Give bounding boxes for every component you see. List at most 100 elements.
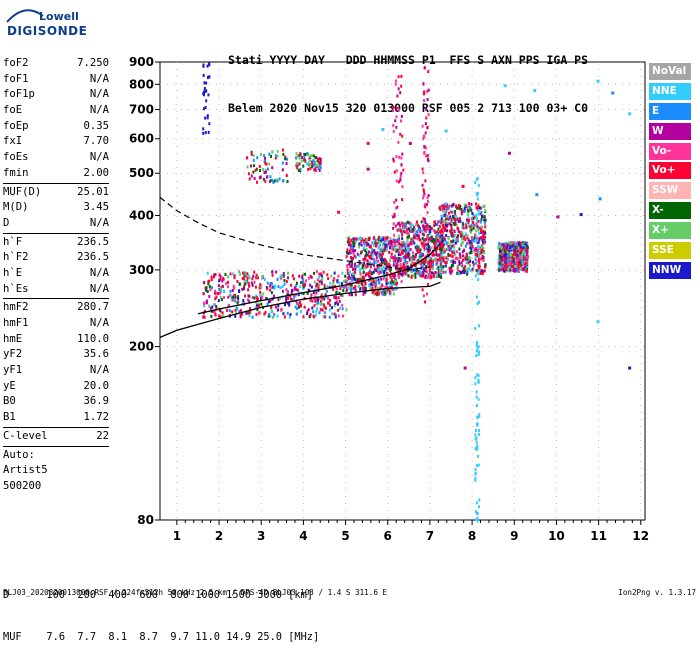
- echo-mark: [259, 293, 262, 297]
- echo-mark: [436, 223, 439, 227]
- echo-mark: [444, 217, 447, 221]
- echo-mark: [346, 276, 349, 280]
- echo-mark: [398, 247, 401, 251]
- echo-mark: [269, 288, 272, 292]
- echo-mark: [313, 161, 316, 165]
- echo-mark: [375, 256, 378, 260]
- echo-mark: [394, 119, 397, 123]
- echo-mark: [370, 257, 373, 261]
- legend-entry-x-: X-: [649, 202, 691, 220]
- echo-mark: [205, 99, 208, 103]
- echo-mark: [210, 278, 213, 282]
- echo-mark: [213, 275, 216, 279]
- echo-mark: [483, 204, 486, 208]
- echo-mark: [318, 157, 321, 161]
- echo-mark: [456, 234, 459, 238]
- echo-mark: [514, 248, 517, 252]
- echo-mark: [369, 276, 372, 280]
- echo-mark: [308, 315, 311, 319]
- echo-mark: [362, 271, 365, 275]
- echo-mark: [526, 264, 529, 268]
- echo-mark: [499, 252, 502, 256]
- echo-mark: [479, 206, 482, 210]
- echo-mark: [503, 265, 506, 269]
- echo-mark: [481, 272, 484, 276]
- param-name: C-level: [3, 429, 48, 442]
- echo-mark: [503, 249, 506, 253]
- echo-mark: [462, 267, 465, 271]
- echo-mark: [273, 284, 276, 288]
- echo-mark: [403, 265, 406, 269]
- echo-mark: [393, 275, 396, 279]
- echo-mark: [433, 220, 436, 224]
- echo-mark: [431, 253, 434, 257]
- echo-mark: [517, 268, 520, 272]
- param-row: MUF(D) 25.01: [3, 185, 109, 201]
- param-value: 36.9: [83, 395, 109, 408]
- echo-mark: [263, 278, 266, 282]
- echo-mark: [438, 253, 441, 257]
- version-footer: Ion2Png v. 1.3.17: [618, 588, 696, 597]
- echo-mark: [276, 154, 279, 158]
- echo-mark: [442, 259, 445, 263]
- echo-mark: [248, 311, 251, 315]
- echo-mark: [456, 206, 459, 210]
- echo-mark: [215, 295, 218, 299]
- echo-mark: [455, 256, 458, 260]
- echo-mark: [387, 267, 390, 271]
- echo-mark: [453, 253, 456, 257]
- echo-mark: [463, 207, 466, 211]
- echo-mark: [409, 229, 412, 233]
- y-tick-label: 500: [129, 166, 154, 180]
- echo-mark: [376, 289, 379, 293]
- echo-mark: [333, 295, 336, 299]
- header-line2: Belem 2020 Nov15 320 013000 RSF 005 2 71…: [228, 101, 589, 115]
- echo-mark: [503, 84, 507, 88]
- echo-mark: [477, 505, 480, 509]
- echo-mark: [474, 181, 477, 185]
- echo-mark: [247, 311, 250, 315]
- param-row: foF1 N/A: [3, 72, 109, 88]
- echo-mark: [475, 501, 478, 505]
- echo-mark: [248, 300, 251, 304]
- echo-mark: [373, 282, 376, 286]
- echo-mark: [442, 257, 445, 261]
- echo-mark: [479, 212, 482, 216]
- echo-mark: [311, 160, 314, 164]
- x-tick-label: 3: [257, 529, 265, 543]
- echo-mark: [469, 246, 472, 250]
- echo-mark: [387, 242, 390, 246]
- echo-mark: [477, 397, 480, 401]
- echo-mark: [519, 262, 522, 266]
- echo-mark: [246, 272, 249, 276]
- echo-mark: [238, 282, 241, 286]
- echo-mark: [270, 286, 273, 290]
- echo-mark: [450, 231, 453, 235]
- echo-mark: [265, 297, 268, 301]
- echo-mark: [442, 270, 445, 274]
- echo-mark: [482, 246, 485, 250]
- echo-mark: [482, 205, 485, 209]
- echo-mark: [524, 265, 527, 269]
- echo-mark: [439, 262, 442, 266]
- x-tick-label: 9: [510, 529, 518, 543]
- echo-mark: [393, 260, 396, 264]
- echo-mark: [341, 294, 344, 298]
- echo-mark: [323, 305, 326, 309]
- echo-mark: [466, 236, 469, 240]
- echo-mark: [231, 288, 234, 292]
- echo-mark: [309, 313, 312, 317]
- echo-mark: [396, 222, 399, 226]
- echo-mark: [371, 271, 374, 275]
- echo-mark: [321, 296, 324, 300]
- echo-mark: [233, 276, 236, 280]
- echo-mark: [427, 237, 430, 241]
- logo-arc-icon: [6, 9, 44, 23]
- echo-mark: [404, 271, 407, 275]
- echo-mark: [256, 296, 259, 300]
- echo-mark: [304, 152, 307, 156]
- echo-mark: [477, 278, 480, 282]
- echo-mark: [352, 249, 355, 253]
- echo-mark: [443, 237, 446, 241]
- echo-mark: [479, 247, 482, 251]
